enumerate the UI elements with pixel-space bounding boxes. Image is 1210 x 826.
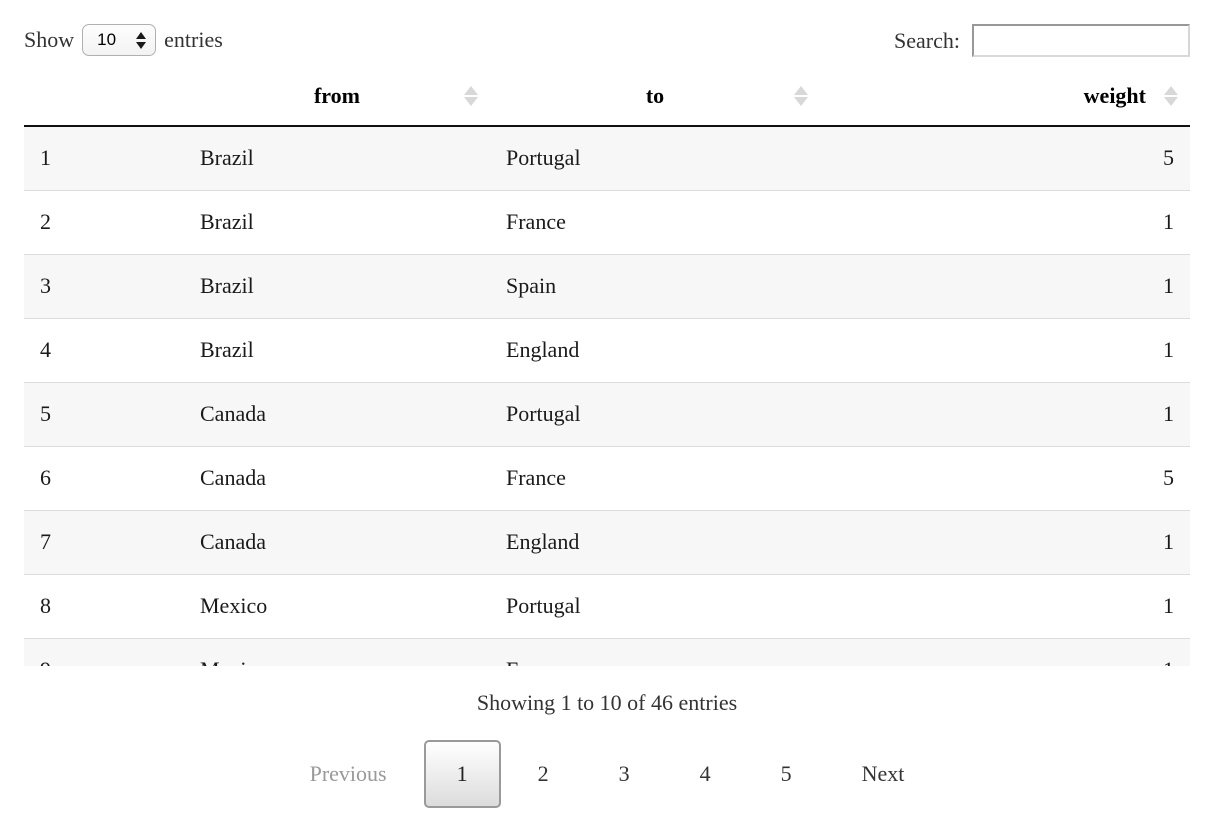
- page-length-control: Show 10 entries: [24, 24, 223, 56]
- cell-to: France: [506, 209, 566, 234]
- table-row: 4 Brazil England 1: [24, 318, 1190, 383]
- row-index: 1: [40, 145, 51, 170]
- cell-weight: 1: [1163, 209, 1174, 234]
- table-row: 6 Canada France 5: [24, 446, 1190, 511]
- sort-icon: [464, 85, 478, 106]
- table-row: 7 Canada England 1: [24, 510, 1190, 575]
- table-scroll-area: from to weight 1 Brazil: [24, 66, 1190, 666]
- page-button-5[interactable]: 5: [780, 761, 792, 786]
- page-button-1[interactable]: 1: [423, 740, 501, 808]
- cell-to: France: [490, 639, 820, 666]
- pagination: Previous 1 2 3 4 5 Next: [24, 740, 1190, 808]
- search-input[interactable]: [972, 24, 1190, 57]
- cell-weight: 1: [1163, 401, 1174, 426]
- cell-weight: 1: [1163, 529, 1174, 554]
- table-row: 9 Mexico France 1: [24, 638, 1190, 666]
- cell-weight: 5: [1163, 145, 1174, 170]
- page-button-3[interactable]: 3: [618, 761, 630, 786]
- row-index: 6: [40, 465, 51, 490]
- cell-weight: 1: [1163, 593, 1174, 618]
- row-index: 2: [40, 209, 51, 234]
- cell-to: Portugal: [506, 145, 581, 170]
- cell-weight: 1: [1163, 273, 1174, 298]
- table-info: Showing 1 to 10 of 46 entries: [476, 690, 738, 715]
- cell-to: England: [506, 337, 580, 362]
- cell-from: Brazil: [200, 273, 254, 298]
- column-header-weight[interactable]: weight: [820, 66, 1190, 127]
- cell-from: Brazil: [200, 337, 254, 362]
- select-arrows-icon: [136, 31, 147, 49]
- length-label-before: Show: [24, 27, 75, 52]
- length-label-after: entries: [164, 27, 223, 52]
- header-row: from to weight: [24, 66, 1190, 127]
- row-index: 5: [40, 401, 51, 426]
- cell-weight: 1: [820, 639, 1190, 666]
- datatable-widget: Show 10 entries Search: fro: [24, 24, 1190, 808]
- cell-weight: 1: [1163, 337, 1174, 362]
- cell-from: Canada: [200, 529, 266, 554]
- cell-to: Portugal: [506, 593, 581, 618]
- cell-from: Brazil: [200, 145, 254, 170]
- table-row: 5 Canada Portugal 1: [24, 382, 1190, 447]
- cell-from: Canada: [200, 401, 266, 426]
- data-table: from to weight 1 Brazil: [24, 66, 1190, 666]
- row-index: 3: [40, 273, 51, 298]
- sort-icon: [794, 85, 808, 106]
- cell-from: Canada: [200, 465, 266, 490]
- column-header-index[interactable]: [24, 66, 184, 127]
- cell-to: France: [506, 465, 566, 490]
- cell-from: Brazil: [200, 209, 254, 234]
- table-row: 8 Mexico Portugal 1: [24, 574, 1190, 639]
- table-row: 1 Brazil Portugal 5: [24, 126, 1190, 191]
- next-page-button[interactable]: Next: [861, 761, 905, 786]
- cell-from: Mexico: [184, 639, 490, 666]
- cell-to: Spain: [506, 273, 557, 298]
- row-index: 4: [40, 337, 51, 362]
- previous-page-button[interactable]: Previous: [309, 761, 387, 786]
- page-button-2[interactable]: 2: [537, 761, 549, 786]
- row-index: 9: [24, 639, 184, 666]
- page-length-value: 10: [97, 30, 117, 49]
- table-row: 2 Brazil France 1: [24, 190, 1190, 255]
- cell-to: Portugal: [506, 401, 581, 426]
- column-header-weight-label: weight: [1083, 82, 1146, 108]
- search-control: Search:: [894, 24, 1190, 57]
- row-index: 8: [40, 593, 51, 618]
- cell-to: England: [506, 529, 580, 554]
- column-header-from-label: from: [313, 82, 361, 108]
- search-label: Search:: [894, 27, 960, 53]
- page-button-4[interactable]: 4: [699, 761, 711, 786]
- page-length-select[interactable]: 10: [82, 24, 157, 56]
- column-header-to[interactable]: to: [490, 66, 820, 127]
- cell-weight: 5: [1163, 465, 1174, 490]
- sort-icon: [1164, 85, 1178, 106]
- cell-from: Mexico: [200, 593, 268, 618]
- column-header-to-label: to: [645, 82, 665, 108]
- column-header-from[interactable]: from: [184, 66, 490, 127]
- table-toolbar: Show 10 entries Search:: [24, 24, 1190, 58]
- table-row: 3 Brazil Spain 1: [24, 254, 1190, 319]
- row-index: 7: [40, 529, 51, 554]
